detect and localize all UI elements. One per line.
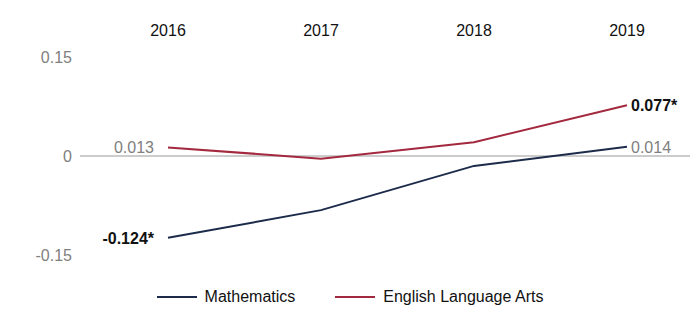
html-text:English Language Arts: English Language Arts	[383, 288, 544, 305]
svg-text:0.014: 0.014	[631, 139, 671, 156]
svg-text:0: 0	[63, 148, 72, 165]
svg-text:-0.15: -0.15	[36, 247, 73, 264]
svg-text:0.077*: 0.077*	[631, 97, 678, 114]
svg-text:2018: 2018	[456, 22, 492, 39]
svg-text:0.013: 0.013	[114, 139, 154, 156]
svg-text:0.15: 0.15	[41, 49, 72, 66]
html-text:Mathematics: Mathematics	[204, 288, 296, 305]
svg-text:2019: 2019	[609, 22, 645, 39]
svg-text:2017: 2017	[303, 22, 339, 39]
svg-text:2016: 2016	[150, 22, 186, 39]
svg-text:-0.124*: -0.124*	[102, 230, 154, 247]
